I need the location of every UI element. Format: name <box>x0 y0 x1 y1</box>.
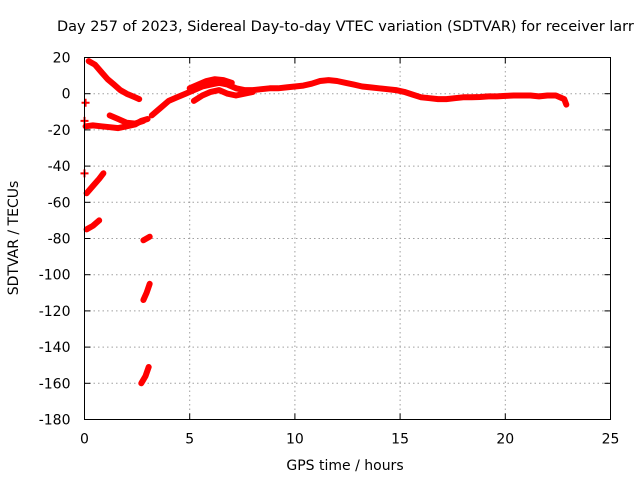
x-tick-label: 15 <box>391 432 409 448</box>
y-tick-label: -120 <box>39 304 71 320</box>
y-tick-label: -160 <box>39 376 71 392</box>
y-axis-label: SDTVAR / TECUs <box>6 181 22 296</box>
series-seg-155 <box>138 364 152 387</box>
y-tick-label: -100 <box>39 268 71 284</box>
axis-ticks <box>84 57 611 420</box>
y-tick-label: -80 <box>48 232 71 248</box>
y-tick-label: 0 <box>62 87 71 103</box>
y-tick-label: -40 <box>48 159 71 175</box>
series-early-dip <box>106 112 147 127</box>
series-seg-80 <box>140 233 153 244</box>
x-tick-label: 10 <box>286 432 304 448</box>
x-tick-label: 25 <box>602 432 620 448</box>
series-descent-a <box>83 170 107 197</box>
x-tick-label: 0 <box>80 432 89 448</box>
chart-title: Day 257 of 2023, Sidereal Day-to-day VTE… <box>57 19 634 35</box>
x-tick-label: 5 <box>185 432 194 448</box>
x-axis-label: GPS time / hours <box>286 458 403 474</box>
y-tick-label: -140 <box>39 340 71 356</box>
y-tick-label: -180 <box>39 413 71 429</box>
x-tick-label: 20 <box>496 432 514 448</box>
series-upper-branch <box>186 76 235 92</box>
y-tick-label: -20 <box>48 123 71 139</box>
y-tick-labels: 20 0 -20 -40 -60 -80 -100 -120 -140 -160 -180 <box>39 51 71 429</box>
series-descent-b <box>83 217 103 233</box>
x-tick-labels: 0 5 10 15 20 25 <box>80 432 619 448</box>
y-tick-label: -60 <box>48 195 71 211</box>
series-lower-branch <box>190 87 256 104</box>
series-early-arc <box>85 58 143 103</box>
series-marker-a <box>81 98 90 107</box>
plot-frame <box>84 57 611 420</box>
series-main-trace <box>148 77 570 119</box>
series-seg-110 <box>140 280 153 303</box>
grid-lines <box>84 57 611 420</box>
y-tick-label: 20 <box>53 51 71 67</box>
data-series <box>80 58 570 387</box>
